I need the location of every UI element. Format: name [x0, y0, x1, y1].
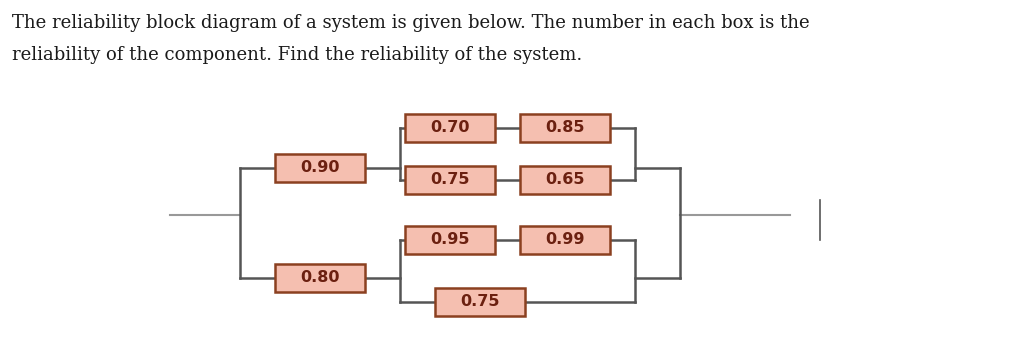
- FancyBboxPatch shape: [520, 226, 610, 254]
- Text: 0.80: 0.80: [300, 271, 340, 286]
- FancyBboxPatch shape: [406, 226, 495, 254]
- FancyBboxPatch shape: [406, 114, 495, 142]
- FancyBboxPatch shape: [520, 166, 610, 194]
- Text: 0.99: 0.99: [545, 232, 585, 247]
- Text: 0.75: 0.75: [430, 173, 470, 188]
- Text: 0.85: 0.85: [545, 120, 585, 136]
- FancyBboxPatch shape: [275, 264, 365, 292]
- FancyBboxPatch shape: [275, 154, 365, 182]
- FancyBboxPatch shape: [435, 288, 525, 316]
- Text: 0.75: 0.75: [460, 294, 500, 309]
- Text: The reliability block diagram of a system is given below. The number in each box: The reliability block diagram of a syste…: [12, 14, 810, 32]
- Text: 0.95: 0.95: [430, 232, 470, 247]
- Text: reliability of the component. Find the reliability of the system.: reliability of the component. Find the r…: [12, 46, 583, 64]
- Text: 0.65: 0.65: [545, 173, 585, 188]
- FancyBboxPatch shape: [520, 114, 610, 142]
- FancyBboxPatch shape: [406, 166, 495, 194]
- Text: 0.90: 0.90: [300, 161, 340, 176]
- Text: 0.70: 0.70: [430, 120, 470, 136]
